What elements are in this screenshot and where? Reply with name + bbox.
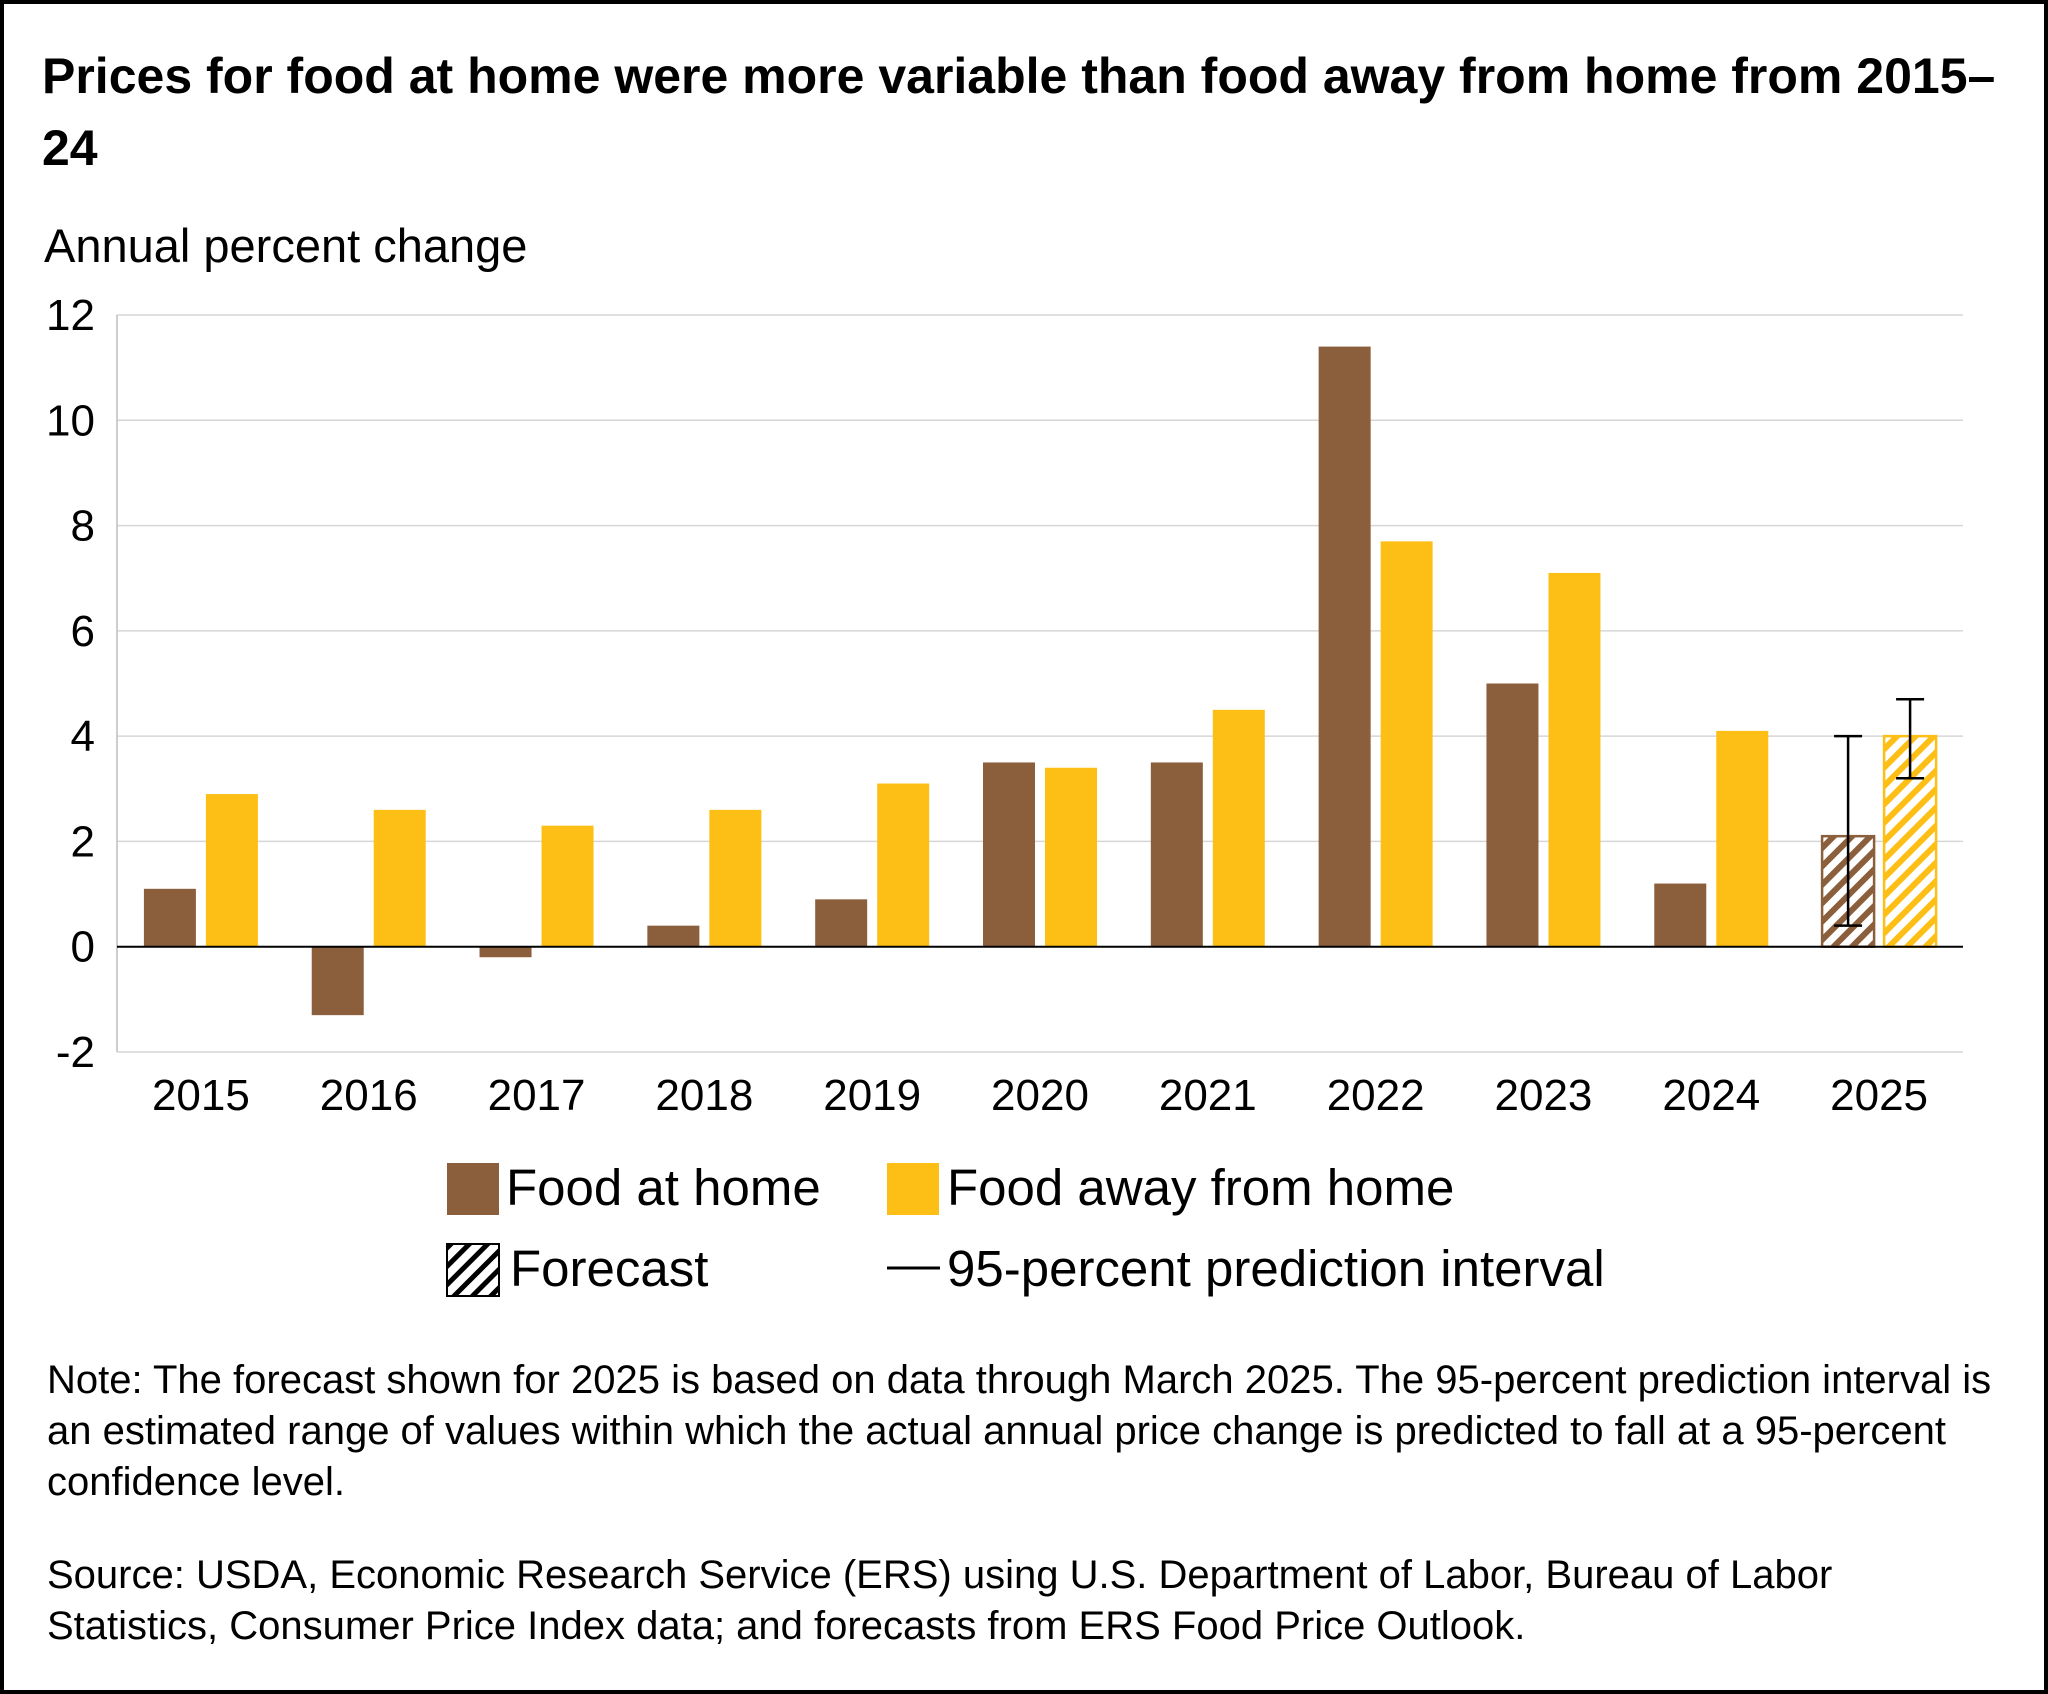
gridlines <box>116 314 1963 1053</box>
bar-food-away-from-home-2016 <box>373 809 426 947</box>
bar-food-at-home-2020 <box>983 762 1035 947</box>
bar-food-away-from-home-2022 <box>1380 541 1433 947</box>
bar-food-away-from-home-2019 <box>877 783 930 947</box>
y-tick-label-8: 8 <box>71 502 95 551</box>
x-tick-label-2019: 2019 <box>823 1071 921 1120</box>
x-tick-label-2016: 2016 <box>320 1071 418 1120</box>
x-tick-label-2018: 2018 <box>655 1071 753 1120</box>
bar-food-at-home-2022 <box>1318 346 1371 947</box>
y-tick-labels: 12 10 8 6 4 2 0 -2 <box>46 291 95 1077</box>
bar-food-at-home-2017 <box>479 946 532 958</box>
bar-food-away-from-home-2020 <box>1045 767 1097 947</box>
x-tick-label-2025: 2025 <box>1830 1071 1928 1120</box>
bar-food-at-home-2015 <box>143 888 196 947</box>
legend-label-food-at-home: Food at home <box>506 1159 821 1216</box>
chart-source: Source: USDA, Economic Research Service … <box>47 1553 1833 1648</box>
legend-label-forecast: Forecast <box>510 1240 708 1297</box>
bar-food-at-home-2021 <box>1150 762 1203 947</box>
legend-swatch-food-at-home <box>447 1163 499 1215</box>
x-tick-labels: 2015 2016 2017 2018 2019 2020 2021 2022 2023 2024… <box>152 1071 1928 1120</box>
legend: Food at home Food away from home Forecas… <box>446 1159 1605 1297</box>
chart-title: Prices for food at home were more variab… <box>42 48 1996 176</box>
bar-food-away-from-home-2018 <box>709 809 762 947</box>
y-tick-label-0: 0 <box>71 923 95 972</box>
bar-food-at-home-2024 <box>1654 883 1707 947</box>
bar-food-at-home-2019 <box>815 899 868 947</box>
prediction-intervals <box>1834 698 1925 927</box>
y-tick-label-12: 12 <box>46 291 95 340</box>
x-tick-label-2017: 2017 <box>488 1071 586 1120</box>
chart-note: Note: The forecast shown for 2025 is bas… <box>47 1358 1992 1504</box>
legend-swatch-forecast <box>446 1243 500 1297</box>
x-tick-label-2023: 2023 <box>1495 1071 1593 1120</box>
y-tick-label-10: 10 <box>46 396 95 445</box>
bar-food-at-home-2018 <box>647 925 700 947</box>
y-tick-label-2: 2 <box>71 817 95 866</box>
y-axis-title: Annual percent change <box>44 219 527 272</box>
bar-food-away-from-home-2024 <box>1716 730 1769 947</box>
x-tick-label-2015: 2015 <box>152 1071 250 1120</box>
y-tick-label-4: 4 <box>71 712 95 761</box>
bar-food-away-from-home-2017 <box>541 825 594 947</box>
legend-label-prediction-interval: 95-percent prediction interval <box>947 1240 1605 1297</box>
y-tick-label--2: -2 <box>56 1028 95 1077</box>
bar-food-away-from-home-2015 <box>205 794 258 947</box>
bars <box>143 346 1938 1016</box>
bar-food-at-home-2023 <box>1486 683 1539 947</box>
legend-label-food-away-from-home: Food away from home <box>947 1159 1454 1216</box>
bar-food-away-from-home-2023 <box>1548 572 1601 947</box>
legend-swatch-food-away-from-home <box>887 1163 939 1215</box>
y-tick-label-6: 6 <box>71 607 95 656</box>
x-tick-label-2020: 2020 <box>991 1071 1089 1120</box>
x-tick-label-2021: 2021 <box>1159 1071 1257 1120</box>
bar-food-away-from-home-2021 <box>1212 709 1265 947</box>
x-tick-label-2024: 2024 <box>1662 1071 1760 1120</box>
x-tick-label-2022: 2022 <box>1327 1071 1425 1120</box>
bar-food-at-home-2016 <box>311 946 364 1016</box>
